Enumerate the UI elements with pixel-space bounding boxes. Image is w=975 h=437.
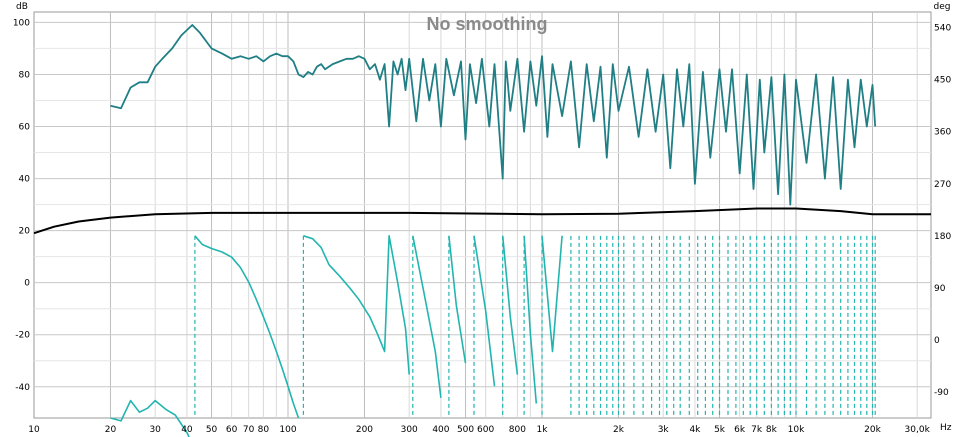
- series-magnitude-line: [110, 24, 877, 206]
- left-tick-label: 0: [24, 279, 30, 289]
- x-tick-label: 100: [279, 425, 296, 435]
- left-tick-label: 20: [19, 227, 31, 237]
- x-tick-label: 6k: [734, 425, 746, 435]
- x-tick-label: 30,0k: [905, 425, 931, 435]
- x-tick-label: 8k: [766, 425, 778, 435]
- x-tick-label: 400: [432, 425, 449, 435]
- right-tick-label: -90: [934, 388, 949, 398]
- right-tick-label: 0: [934, 336, 940, 346]
- x-tick-label: 60: [226, 425, 238, 435]
- right-tick-label: 540: [934, 24, 951, 34]
- x-tick-label: 10: [28, 425, 40, 435]
- series-layer: [33, 24, 931, 437]
- left-tick-label: -20: [15, 331, 30, 341]
- left-tick-label: 80: [19, 70, 31, 80]
- x-tick-label: 200: [356, 425, 373, 435]
- left-tick-label: -40: [15, 383, 30, 393]
- right-tick-label: 180: [934, 232, 951, 242]
- right-tick-label: 90: [934, 284, 946, 294]
- x-tick-label: 80: [258, 425, 270, 435]
- right-tick-label: 270: [934, 180, 951, 190]
- x-tick-label: 7k: [751, 425, 763, 435]
- grid: [34, 12, 931, 418]
- x-tick-label: 20k: [864, 425, 881, 435]
- x-tick-label: 1k: [537, 425, 549, 435]
- x-tick-label: 800: [509, 425, 526, 435]
- left-tick-label: 100: [13, 18, 30, 28]
- right-axis-unit: deg: [934, 2, 951, 12]
- axes: 10 20 30 40 50 60 70 80 100 200 300 400 500 600 800 1k 2…: [13, 18, 952, 435]
- x-tick-label: 600: [477, 425, 494, 435]
- x-tick-label: 20: [105, 425, 117, 435]
- right-tick-label: 450: [934, 76, 951, 86]
- left-axis-unit: dB: [16, 2, 28, 12]
- x-tick-label: 3k: [658, 425, 670, 435]
- chart-title: No smoothing: [427, 14, 548, 34]
- left-tick-label: 40: [19, 175, 31, 185]
- x-tick-label: 40: [181, 425, 193, 435]
- x-tick-label: 70: [243, 425, 255, 435]
- x-tick-label: 4k: [689, 425, 701, 435]
- x-axis-unit: Hz: [940, 423, 952, 433]
- x-tick-label: 500: [457, 425, 474, 435]
- plot-area: [33, 11, 932, 419]
- x-tick-label: 5k: [714, 425, 726, 435]
- x-tick-label: 50: [206, 425, 218, 435]
- series-smoothed-level-line: [33, 207, 931, 235]
- x-tick-label: 2k: [613, 425, 625, 435]
- left-tick-label: 60: [19, 123, 31, 133]
- x-tick-label: 30: [149, 425, 161, 435]
- x-tick-label: 300: [401, 425, 418, 435]
- right-tick-label: 360: [934, 128, 951, 138]
- x-tick-label: 10k: [788, 425, 805, 435]
